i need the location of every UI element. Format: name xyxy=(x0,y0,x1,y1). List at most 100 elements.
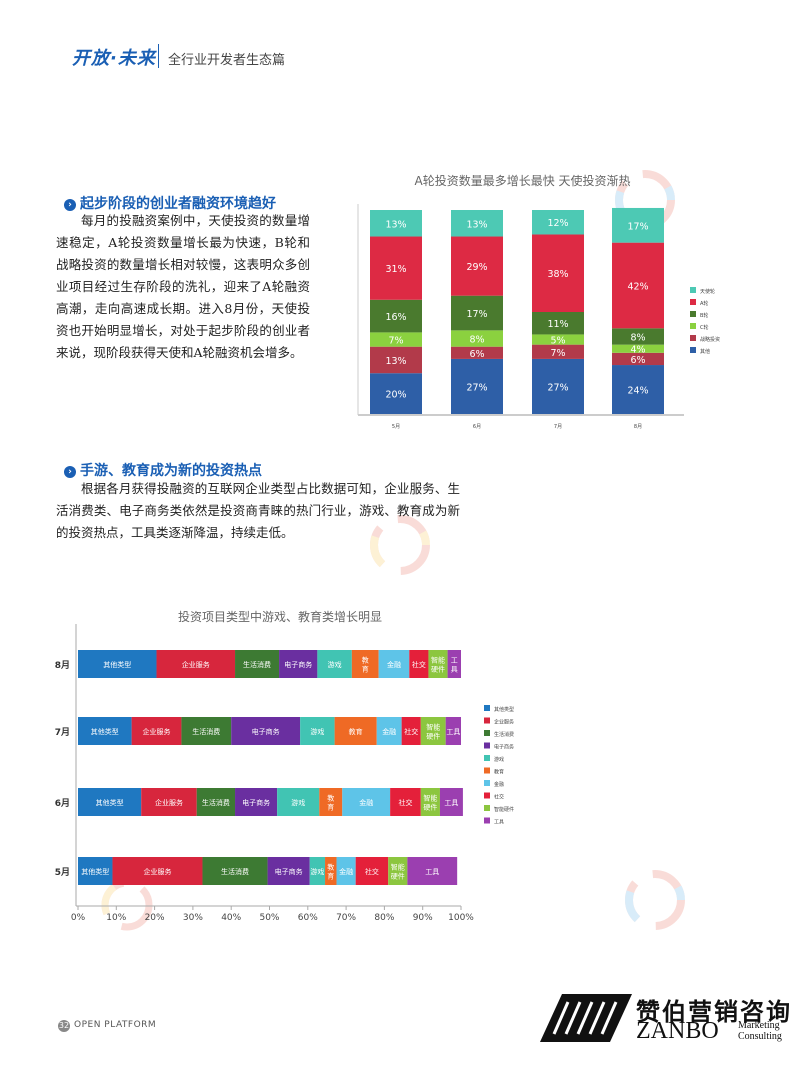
bar-segment-label: 工具 xyxy=(446,728,460,736)
legend-swatch xyxy=(484,730,490,736)
x-tick-label: 0% xyxy=(71,913,86,923)
brand-tagline: Marketing Consulting xyxy=(738,1020,782,1042)
bar-segment xyxy=(355,857,389,885)
bar-segment-label: 金融 xyxy=(359,798,373,807)
x-tick-label: 60% xyxy=(298,913,318,923)
section-title-text: 起步阶段的创业者融资环境趋好 xyxy=(80,196,276,212)
y-tick-label: 5月 xyxy=(55,867,70,878)
bar-segment-label: 智能硬件 xyxy=(426,723,440,741)
bar-segment xyxy=(370,210,422,237)
page-number: 32 xyxy=(58,1020,70,1032)
bar-segment xyxy=(370,373,422,414)
bar-segment-label: 社交 xyxy=(404,727,418,736)
bar-segment-label: 工具 xyxy=(425,868,439,876)
bar-segment xyxy=(390,788,421,816)
bar-segment-label: 生活消费 xyxy=(221,867,249,876)
bar-segment xyxy=(612,344,664,353)
bar-segment-label: 社交 xyxy=(398,798,412,807)
bar-segment-label: 游戏 xyxy=(328,660,342,669)
legend-swatch xyxy=(690,335,696,341)
bar-segment xyxy=(612,242,664,329)
bar-segment xyxy=(612,365,664,414)
bar-data-label: 38% xyxy=(547,269,568,280)
x-tick-label: 80% xyxy=(374,913,394,923)
legend-swatch xyxy=(484,742,490,749)
stacked-bar-chart-funding-rounds: 20% 13% 7% 16% 31% 13% 5月 27% 6% 8% 17% 29% 13% 6月 27%… xyxy=(357,204,720,430)
x-tick-label: 5月 xyxy=(392,424,400,430)
bar-data-label: 29% xyxy=(466,262,487,273)
bar-segment xyxy=(388,857,408,885)
watermark-logo-1 xyxy=(615,170,675,230)
bar-segment xyxy=(451,236,503,296)
x-tick-label: 10% xyxy=(106,913,126,923)
bar-segment-label: 金融 xyxy=(339,867,353,876)
bar-segment-label: 电子商务 xyxy=(252,727,280,736)
bar-segment xyxy=(336,857,356,885)
bar-segment xyxy=(78,788,142,816)
bar-segment xyxy=(231,717,301,745)
bar-segment xyxy=(409,650,429,678)
chart-title-project-types: 投资项目类型中游戏、教育类增长明显 xyxy=(177,610,382,624)
bar-data-label: 7% xyxy=(388,336,403,347)
header-divider xyxy=(158,44,159,68)
bar-segment xyxy=(309,857,326,885)
bar-segment xyxy=(612,352,664,366)
legend-label: 企业服务 xyxy=(494,719,514,726)
legend-label: 游戏 xyxy=(494,756,504,763)
x-tick-label: 100% xyxy=(448,913,474,923)
y-tick-label: 6月 xyxy=(55,798,70,809)
bar-segment xyxy=(532,358,584,414)
bar-segment-label: 游戏 xyxy=(291,798,305,807)
horizontal-stacked-bar-chart-project-types: 0% 10% 20% 30% 40% 50% 60% 70% 80% 90% 100%8月 其他类型企… xyxy=(55,624,514,923)
bar-segment xyxy=(279,650,318,678)
legend-swatch xyxy=(690,347,696,353)
bar-data-label: 13% xyxy=(466,219,487,230)
bar-segment xyxy=(342,788,391,816)
legend-label: 天使轮 xyxy=(700,288,715,295)
legend-label: A轮 xyxy=(700,300,708,307)
bar-segment-label: 其他类型 xyxy=(81,867,109,876)
brand-name-en: ZANBO xyxy=(636,1018,719,1044)
bar-segment xyxy=(451,210,503,237)
bar-segment xyxy=(612,207,664,243)
x-tick-label: 50% xyxy=(259,913,279,923)
legend-swatch xyxy=(484,792,490,799)
section-paragraph-hotspots: 根据各月获得投融资的互联网企业类型占比数据可知，企业服务、生活消费类、电子商务类… xyxy=(56,481,460,540)
bar-data-label: 7% xyxy=(550,348,565,359)
bar-segment xyxy=(334,717,377,745)
bar-segment xyxy=(235,788,278,816)
x-tick-label: 30% xyxy=(183,913,203,923)
bar-data-label: 17% xyxy=(466,309,487,320)
bar-segment xyxy=(319,788,343,816)
bar-segment-label: 生活消费 xyxy=(192,727,220,736)
y-tick-label: 8月 xyxy=(55,660,70,671)
bar-segment xyxy=(78,650,157,678)
section-paragraph-funding: 每月的投融资案例中，天使投资的数量增速稳定，A轮投资数量增长最为快速，B轮和战略… xyxy=(56,213,310,360)
bar-data-label: 11% xyxy=(547,319,568,330)
legend-swatch xyxy=(484,767,490,774)
bar-segment-label: 金融 xyxy=(387,660,401,669)
bar-segment xyxy=(196,788,236,816)
legend-label: 金融 xyxy=(494,781,504,788)
bar-segment-label: 社交 xyxy=(412,660,426,669)
bar-data-label: 42% xyxy=(627,281,648,292)
bar-segment xyxy=(300,717,335,745)
bar-data-label: 13% xyxy=(385,356,406,367)
bar-segment xyxy=(78,717,132,745)
x-tick-label: 70% xyxy=(336,913,356,923)
legend-swatch xyxy=(484,755,490,761)
bar-segment xyxy=(378,650,410,678)
legend-swatch xyxy=(690,323,696,329)
bar-segment xyxy=(451,346,503,359)
bar-segment xyxy=(370,332,422,347)
bar-segment xyxy=(420,717,446,745)
legend-swatch xyxy=(690,311,696,317)
x-tick-label: 7月 xyxy=(554,424,562,430)
bar-segment xyxy=(235,650,280,678)
bar-segment-label: 智能硬件 xyxy=(423,794,437,812)
bar-segment-label: 企业服务 xyxy=(143,727,171,736)
bar-data-label: 13% xyxy=(385,219,406,230)
footer-label: OPEN PLATFORM xyxy=(74,1020,157,1030)
bar-segment-label: 其他类型 xyxy=(96,798,124,807)
bar-segment xyxy=(445,717,461,745)
